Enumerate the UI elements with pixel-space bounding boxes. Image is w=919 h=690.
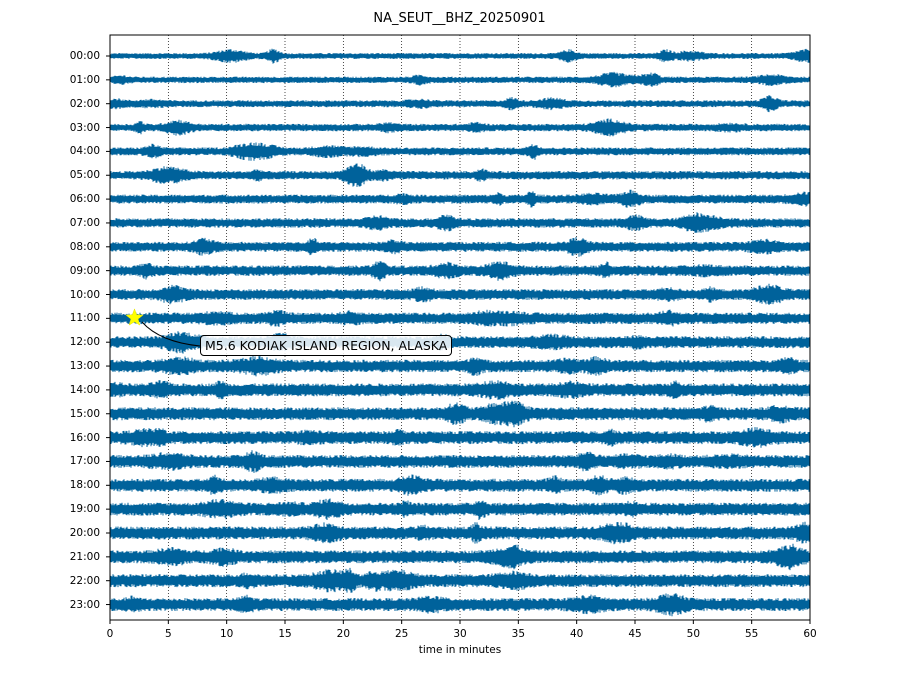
x-tick-label: 35 [511,628,526,640]
x-axis-label: time in minutes [418,644,502,656]
x-tick-label: 50 [686,628,701,640]
trace-0200 [109,95,811,113]
y-tick-label: 09:00 [69,264,100,277]
x-tick-label: 10 [219,628,234,640]
y-tick-label: 21:00 [69,550,100,563]
trace-1900 [109,498,811,520]
y-tick-label: 08:00 [69,240,100,253]
y-tick-label: 14:00 [69,383,100,396]
x-tick-label: 40 [569,628,584,640]
y-tick-label: 11:00 [69,312,100,325]
trace-1700 [109,450,811,473]
trace-0000 [109,48,811,64]
x-tick-label: 30 [453,628,467,640]
y-tick-label: 12:00 [69,336,100,349]
event-annotation-label: M5.6 KODIAK ISLAND REGION, ALASKA [200,335,453,356]
trace-1000 [109,283,811,305]
trace-0600 [109,189,811,208]
annotation-arrow [141,321,201,347]
trace-1800 [109,474,811,496]
trace-2000 [109,521,811,545]
trace-1300 [109,355,811,377]
trace-1600 [109,427,811,448]
event-star-marker [125,308,144,326]
trace-2200 [109,567,811,593]
y-tick-label: 13:00 [69,360,100,373]
y-tick-label: 19:00 [69,503,100,516]
y-tick-label: 23:00 [69,598,100,611]
x-tick-label: 20 [336,628,351,640]
x-tick-label: 45 [628,628,642,640]
x-tick-label: 5 [164,628,172,640]
tick-marks [106,55,811,624]
y-tick-label: 16:00 [69,431,100,444]
trace-1100 [109,309,811,327]
trace-0300 [109,118,811,137]
y-tick-label: 05:00 [69,169,100,182]
y-tick-label: 18:00 [69,479,100,492]
y-tick-label: 01:00 [69,73,100,86]
y-tick-label: 07:00 [69,216,100,229]
y-tick-label: 15:00 [69,407,100,420]
y-tick-label: 17:00 [69,455,100,468]
x-tick-label: 60 [803,628,817,640]
x-tick-label: 55 [744,628,759,640]
y-tick-label: 00:00 [69,50,100,62]
y-tick-label: 06:00 [69,193,100,206]
y-tick-label: 02:00 [69,97,100,110]
y-tick-label: 22:00 [69,574,100,587]
x-tick-label: 0 [106,628,114,640]
y-tick-label: 20:00 [69,527,100,539]
chart-title: NA_SEUT__BHZ_20250901 [373,11,546,26]
y-tick-label: 10:00 [69,288,100,301]
y-tick-label: 03:00 [69,121,100,134]
x-tick-label: 25 [394,628,409,640]
x-tick-label: 15 [278,628,292,640]
y-tick-label: 04:00 [69,145,100,158]
